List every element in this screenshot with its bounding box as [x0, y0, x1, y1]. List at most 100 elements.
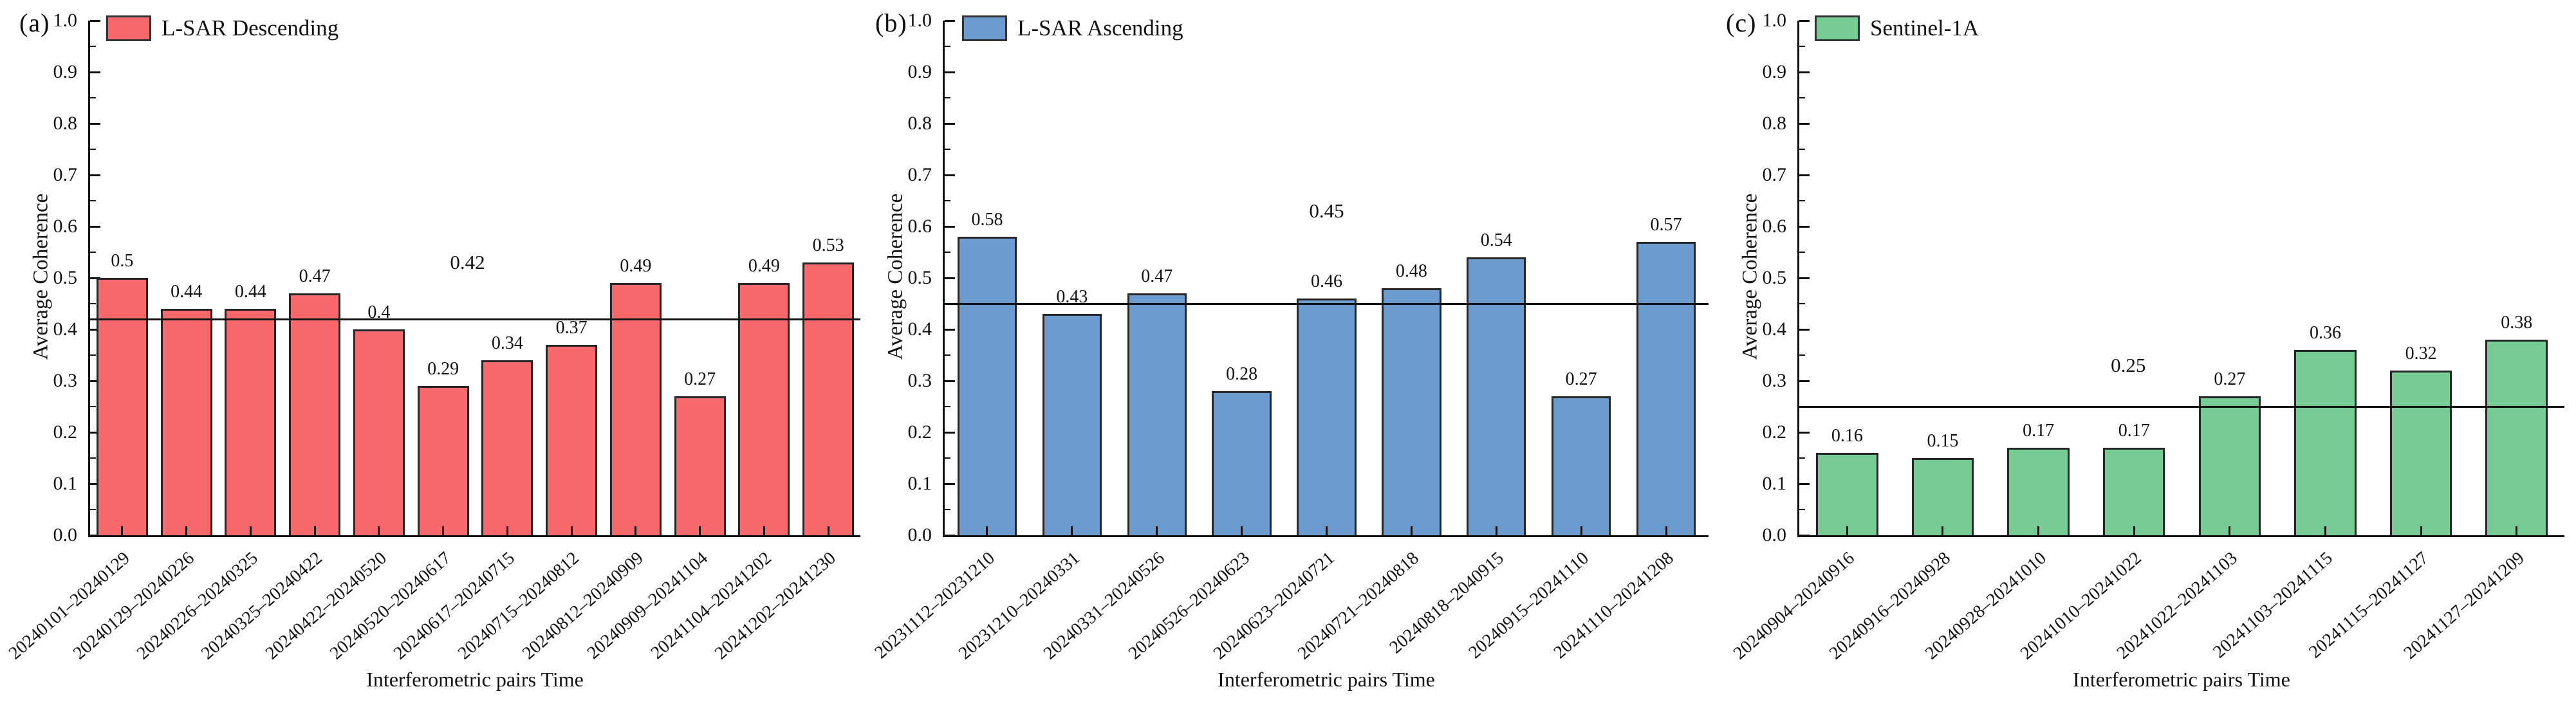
x-tick: [1846, 526, 1848, 535]
y-tick-label: 0.6: [907, 216, 932, 237]
panel-b-legend: L-SAR Ascending: [962, 15, 1183, 41]
y-tick-label: 0.0: [1762, 524, 1787, 546]
y-tick-label: 1.0: [53, 10, 78, 31]
y-tick: [1799, 174, 1810, 176]
y-minor-tick: [1799, 303, 1805, 304]
x-axis-title: Interferometric pairs Time: [1218, 668, 1435, 691]
y-minor-tick: [945, 406, 950, 407]
bar: [1382, 288, 1441, 535]
bar: [2007, 448, 2070, 535]
y-tick: [90, 431, 100, 434]
y-minor-tick: [945, 509, 950, 510]
mean-value-label: 0.42: [450, 251, 485, 273]
y-minor-tick: [90, 303, 96, 304]
x-tick: [121, 526, 124, 535]
y-tick-label: 0.3: [1762, 370, 1787, 391]
y-minor-tick: [90, 457, 96, 459]
y-tick: [90, 122, 100, 125]
x-tick: [1580, 526, 1582, 535]
bar-value-label: 0.54: [1480, 230, 1512, 250]
bar: [2389, 371, 2452, 535]
y-minor-tick: [945, 97, 950, 98]
bar: [674, 396, 726, 535]
x-tick: [2133, 526, 2135, 535]
x-tick: [313, 526, 316, 535]
bar: [289, 293, 341, 535]
bar: [1816, 453, 1878, 535]
y-tick: [945, 122, 955, 125]
bar-value-label: 0.44: [171, 282, 203, 302]
y-tick-label: 0.7: [907, 164, 932, 185]
y-minor-tick: [90, 252, 96, 253]
y-tick-label: 0.2: [1762, 421, 1787, 443]
y-minor-tick: [90, 406, 96, 407]
x-tick: [1071, 526, 1073, 535]
x-axis-title: Interferometric pairs Time: [366, 668, 584, 691]
x-tick: [249, 526, 252, 535]
y-tick: [1799, 328, 1810, 331]
bar-value-label: 0.5: [111, 251, 134, 271]
bar-value-label: 0.27: [684, 369, 716, 389]
legend-label: L-SAR Ascending: [1017, 15, 1183, 41]
bar-value-label: 0.44: [234, 282, 266, 302]
x-tick: [506, 526, 508, 535]
x-tick-label: 20231210–20240331: [954, 547, 1084, 664]
x-tick: [1665, 526, 1667, 535]
bar-value-label: 0.17: [2023, 421, 2055, 441]
x-tick: [1495, 526, 1497, 535]
bar: [2485, 340, 2548, 535]
x-tick-label: 20240915–20241110: [1465, 547, 1593, 663]
plot-area-b: 0.0 0.1 0.2 0.3 0.4 0.5 0.6 0.7 0.8 0.9 1.0 0.58 202…: [871, 10, 1709, 663]
bar-value-label: 0.15: [1927, 431, 1959, 451]
y-tick-label: 1.0: [1762, 10, 1787, 31]
y-tick-label: 0.9: [1762, 61, 1787, 82]
y-tick: [945, 328, 955, 331]
y-minor-tick: [945, 252, 950, 253]
y-tick-label: 0.0: [53, 524, 78, 546]
bar-value-label: 0.29: [427, 359, 459, 379]
bar-value-label: 0.57: [1650, 215, 1682, 235]
y-tick-label: 0.2: [53, 421, 78, 443]
y-tick: [90, 380, 100, 382]
x-tick: [2324, 526, 2326, 535]
y-tick-label: 0.4: [53, 318, 78, 340]
y-tick-label: 0.7: [53, 164, 78, 185]
y-minor-tick: [1799, 97, 1805, 98]
y-tick: [945, 71, 955, 73]
bar: [1042, 314, 1102, 535]
x-tick-label: 20240928–20241010: [1921, 547, 2050, 664]
bar: [738, 283, 790, 535]
x-tick: [635, 526, 637, 535]
mean-value-label: 0.45: [1309, 199, 1344, 222]
y-tick-label: 0.8: [1762, 113, 1787, 134]
bar-value-label: 0.37: [555, 318, 588, 338]
x-tick: [2420, 526, 2422, 535]
y-tick: [945, 534, 955, 537]
bar: [1467, 257, 1526, 535]
y-tick-label: 0.8: [907, 113, 932, 134]
bar: [225, 309, 277, 535]
y-tick-label: 0.9: [907, 61, 932, 82]
y-tick: [1799, 225, 1810, 228]
bar: [1212, 391, 1272, 535]
x-tick: [763, 526, 765, 535]
bar: [1911, 458, 1974, 535]
x-tick-label: 20241110–20241208: [1550, 547, 1678, 663]
bar-value-label: 0.28: [1226, 364, 1258, 384]
bar-value-label: 0.47: [1141, 266, 1173, 286]
y-tick-label: 0.3: [53, 370, 78, 391]
x-tick: [1241, 526, 1243, 535]
y-tick-label: 0.7: [1762, 164, 1787, 185]
bar: [2294, 350, 2357, 535]
bar-value-label: 0.27: [1565, 369, 1597, 389]
y-tick: [1799, 277, 1810, 279]
y-tick: [1799, 482, 1810, 485]
y-tick-label: 0.8: [53, 113, 78, 134]
x-tick: [827, 526, 829, 535]
bar: [481, 360, 533, 535]
y-tick-label: 0.4: [1762, 318, 1787, 340]
bar-value-label: 0.27: [2214, 369, 2246, 389]
y-tick: [1799, 534, 1810, 537]
legend-swatch-icon: [1815, 15, 1860, 41]
